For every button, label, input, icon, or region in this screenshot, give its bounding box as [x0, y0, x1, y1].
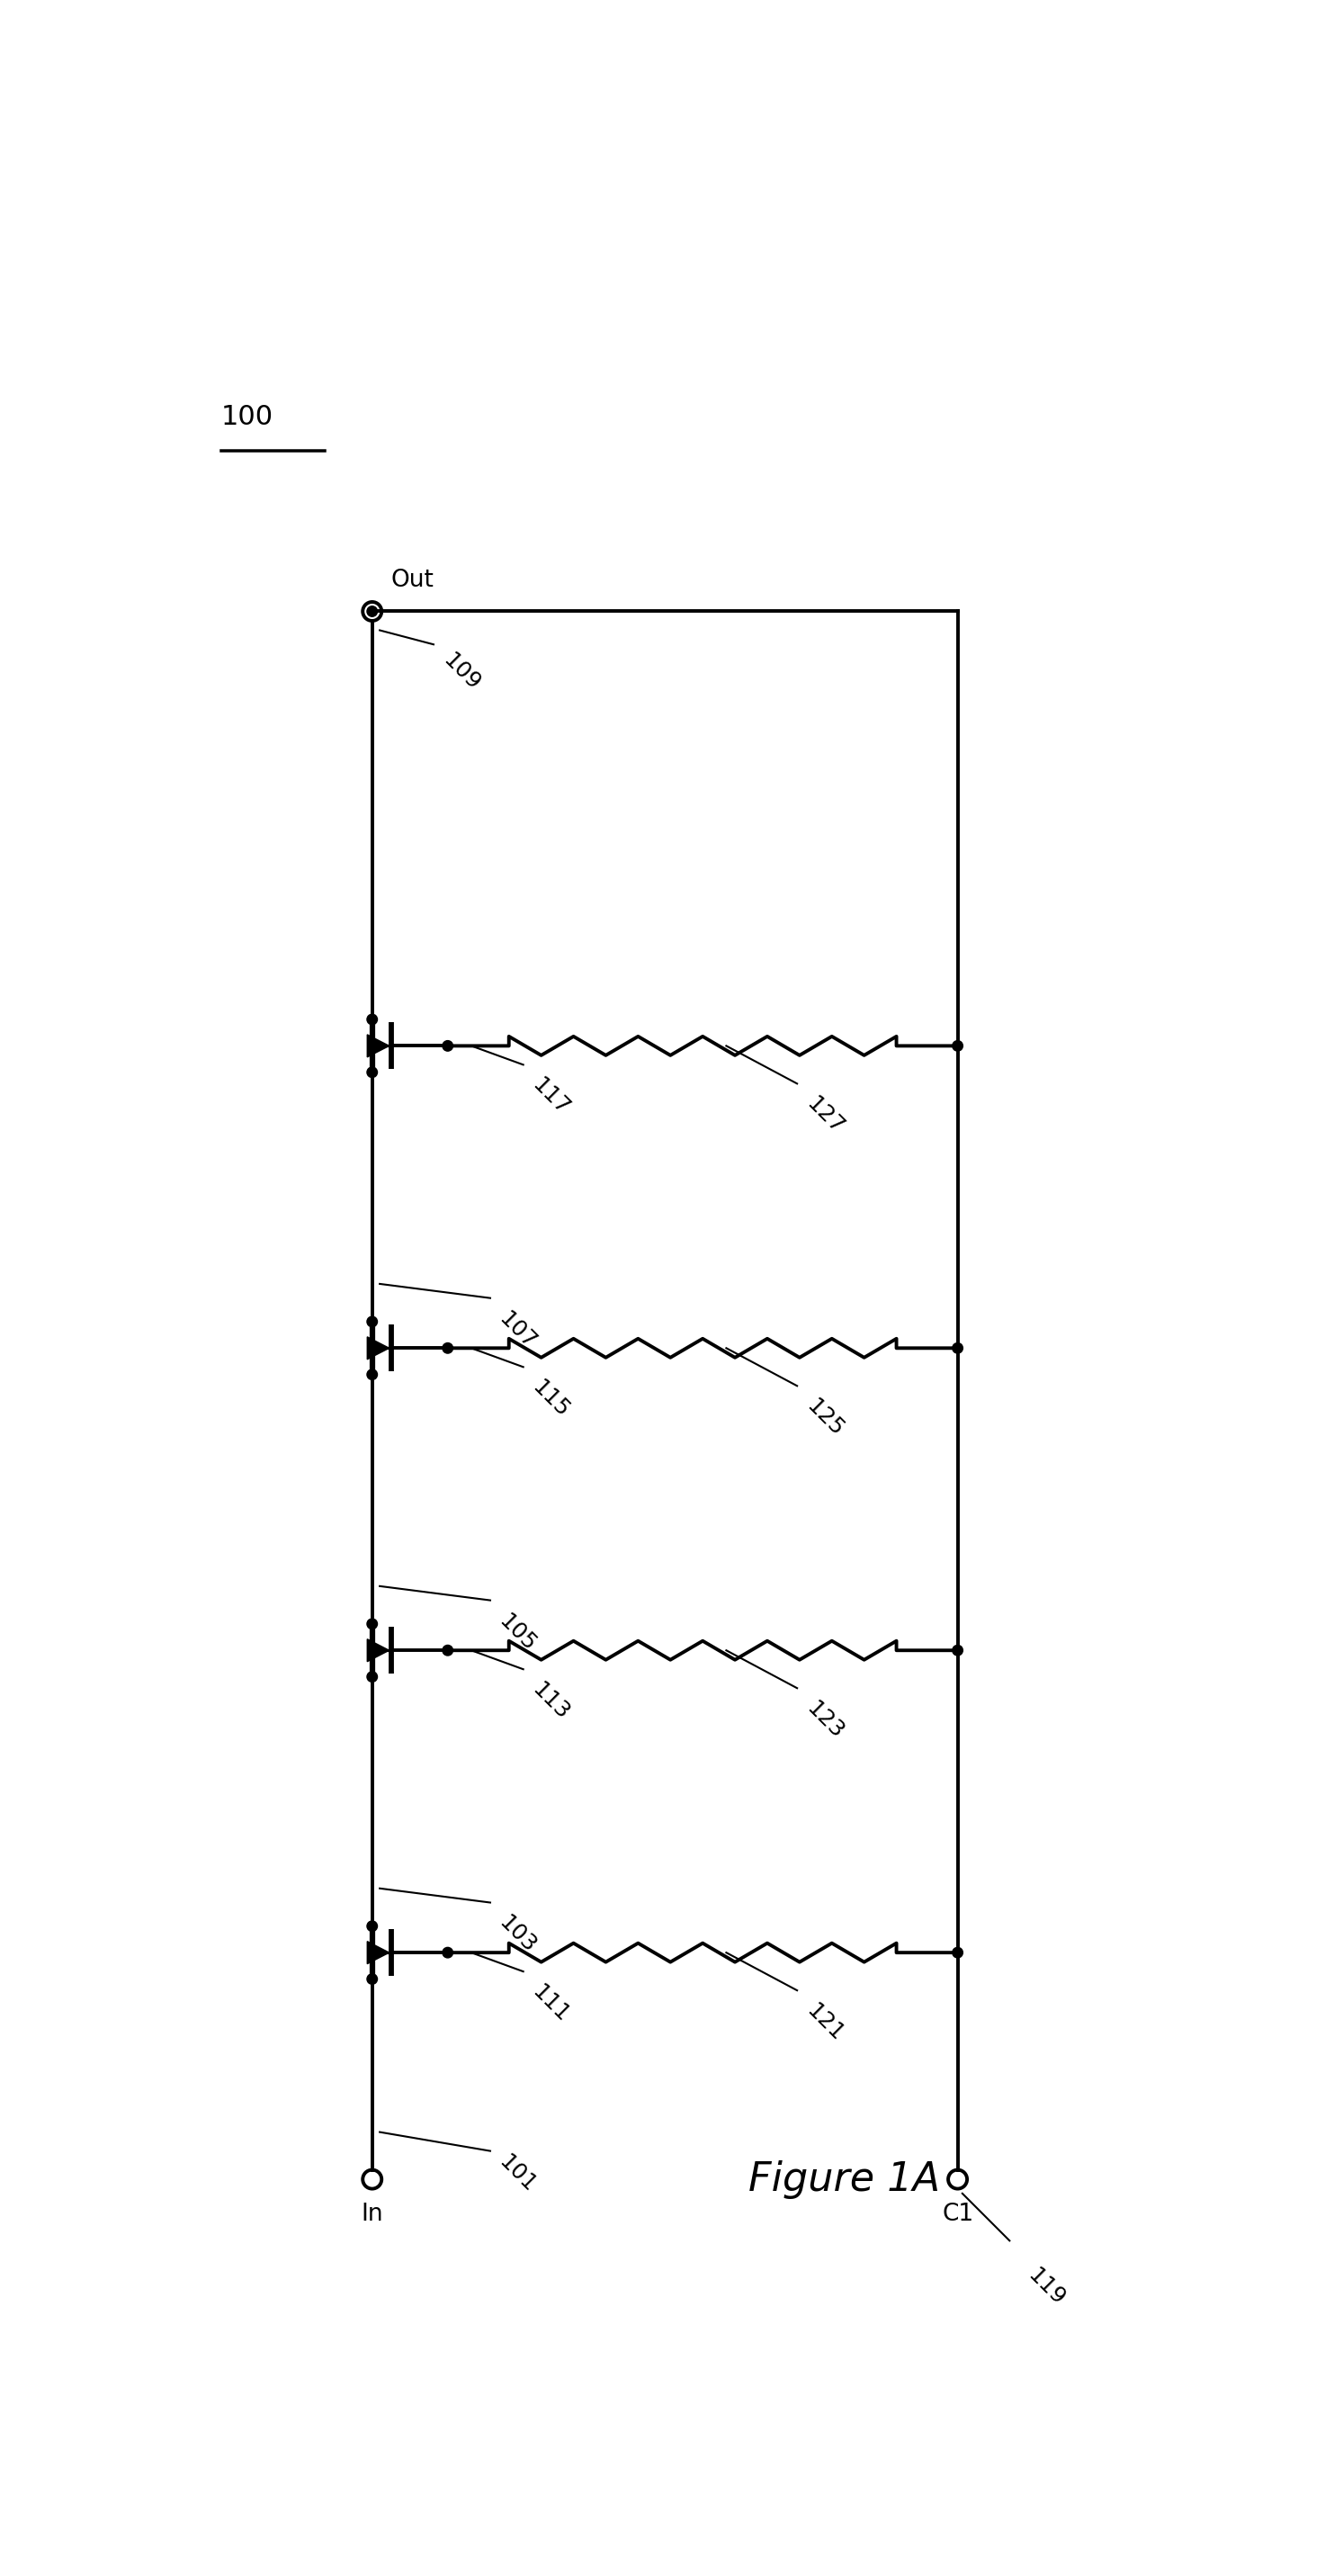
- Text: Out: Out: [391, 569, 435, 592]
- Circle shape: [367, 605, 378, 616]
- Text: 109: 109: [439, 649, 484, 696]
- Text: 115: 115: [527, 1376, 574, 1422]
- Text: 127: 127: [802, 1092, 848, 1139]
- Text: Figure 1A: Figure 1A: [749, 2159, 941, 2200]
- Circle shape: [367, 1015, 378, 1025]
- Text: 125: 125: [802, 1396, 848, 1440]
- Text: 113: 113: [527, 1680, 574, 1723]
- Text: 100: 100: [221, 404, 273, 430]
- Circle shape: [443, 1947, 453, 1958]
- Polygon shape: [367, 1638, 390, 1662]
- Text: In: In: [362, 2202, 383, 2226]
- Text: C1: C1: [942, 2202, 974, 2226]
- Circle shape: [367, 1066, 378, 1077]
- Circle shape: [443, 1041, 453, 1051]
- Text: 111: 111: [527, 1981, 574, 2027]
- Polygon shape: [367, 1036, 390, 1056]
- Circle shape: [367, 1316, 378, 1327]
- Polygon shape: [367, 1942, 390, 1963]
- Text: 117: 117: [527, 1074, 574, 1121]
- Circle shape: [443, 1342, 453, 1352]
- Circle shape: [953, 1342, 963, 1352]
- Text: 101: 101: [496, 2151, 541, 2197]
- Circle shape: [367, 1370, 378, 1381]
- Circle shape: [367, 1922, 378, 1932]
- Polygon shape: [367, 1337, 390, 1360]
- Circle shape: [953, 1947, 963, 1958]
- Circle shape: [953, 1041, 963, 1051]
- Text: 105: 105: [496, 1610, 541, 1656]
- Text: 121: 121: [802, 1999, 848, 2045]
- Text: 107: 107: [496, 1309, 541, 1352]
- Text: 123: 123: [802, 1698, 848, 1744]
- Circle shape: [367, 1618, 378, 1628]
- Circle shape: [367, 1672, 378, 1682]
- Text: 103: 103: [496, 1911, 541, 1958]
- Text: 119: 119: [1024, 2264, 1069, 2311]
- Circle shape: [367, 1973, 378, 1984]
- Circle shape: [953, 1646, 963, 1656]
- Circle shape: [443, 1646, 453, 1656]
